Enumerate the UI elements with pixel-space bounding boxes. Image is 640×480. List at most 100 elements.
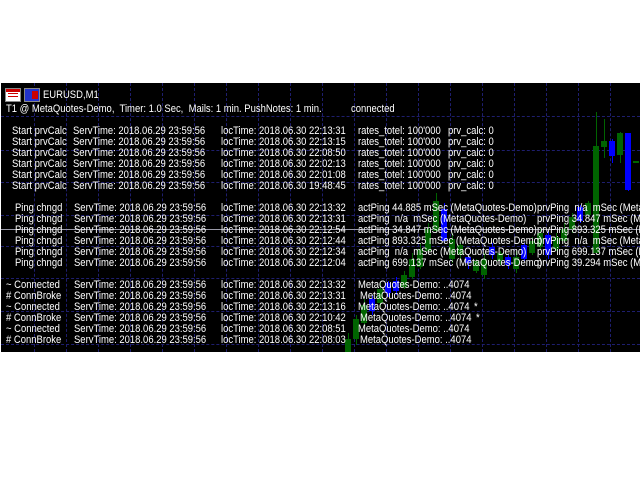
candle-body [545, 235, 551, 255]
candle-body [617, 133, 623, 155]
calc-serv: ServTime: 2018.06.29 23:59:56 [73, 136, 206, 148]
calc-label: Start prvCalc [12, 180, 67, 192]
ping-prv: prvPing n/a mSec (MetaQuotes-Demo) [537, 202, 640, 214]
conn-srv: MetaQuotes-Demo: ..4074 [358, 301, 470, 313]
ping-prv: prvPing 34.847 mSec (MetaQuotes-Demo) [537, 213, 640, 225]
conn-mark: * [474, 301, 478, 313]
grid-vline [546, 83, 547, 352]
calc-prv: prv_calc: 0 [448, 136, 494, 148]
grid-hline [1, 215, 640, 216]
ping-serv: ServTime: 2018.06.29 23:59:56 [74, 202, 207, 214]
conn-serv: ServTime: 2018.06.29 23:59:56 [74, 301, 207, 313]
ping-act: actPing 893.325 mSec (MetaQuotes-Demo) [358, 235, 543, 247]
candle-body [505, 257, 511, 265]
grid-vline [354, 83, 355, 352]
status-line: T1 @ MetaQuotes-Demo, Timer: 1.0 Sec, Ma… [6, 103, 322, 115]
calc-rates: rates_totel: 100'000 [358, 180, 441, 192]
price-chart[interactable]: EURUSD,M1 T1 @ MetaQuotes-Demo, Timer: 1… [0, 82, 640, 352]
candle-body [441, 209, 447, 241]
grid-vline [482, 83, 483, 352]
candle-body [425, 229, 431, 251]
grid-hline [1, 311, 640, 312]
grid-vline [98, 83, 99, 352]
candle-body [609, 141, 615, 156]
conn-srv: MetaQuotes-Demo: ..4074 [358, 279, 470, 291]
grid-hline [1, 150, 640, 151]
candle-body [401, 275, 407, 287]
ping-label: Ping chngd [15, 246, 63, 258]
calc-rates: rates_totel: 100'000 [358, 169, 441, 181]
calc-prv: prv_calc: 0 [448, 180, 494, 192]
grid-hline [1, 182, 640, 183]
calc-serv: ServTime: 2018.06.29 23:59:56 [73, 158, 206, 170]
grid-hline [1, 278, 640, 279]
candle-body [633, 161, 639, 163]
calc-label: Start prvCalc [12, 147, 67, 159]
calc-prv: prv_calc: 0 [448, 169, 494, 181]
conn-srv: MetaQuotes-Demo: ..4074 [360, 334, 472, 346]
ping-prv: prvPing 39.294 mSec (MetaQuotes-Demo) [537, 257, 640, 269]
candle-body [601, 141, 607, 147]
candle-body [361, 305, 367, 323]
candle-body [625, 133, 631, 190]
grid-vline [386, 83, 387, 352]
candle-body [385, 283, 391, 293]
ping-prv: prvPing 893.325 mSec (MetaQuotes-Demo) [537, 224, 640, 236]
conn-serv: ServTime: 2018.06.29 23:59:56 [74, 279, 207, 291]
conn-serv: ServTime: 2018.06.29 23:59:56 [74, 334, 207, 346]
grid-vline [514, 83, 515, 352]
window-title: EURUSD,M1 [43, 89, 99, 101]
conn-label: # ConnBroke [6, 290, 62, 302]
grid-vline [610, 83, 611, 352]
indicator-icon[interactable] [24, 88, 40, 102]
grid-vline [162, 83, 163, 352]
calc-prv: prv_calc: 0 [448, 147, 494, 159]
candle-body [465, 257, 471, 263]
ping-act: actPing 34.847 mSec (MetaQuotes-Demo) [358, 224, 537, 236]
conn-serv: ServTime: 2018.06.29 23:59:56 [74, 312, 207, 324]
calc-loc: locTime: 2018.06.30 22:08:50 [221, 147, 346, 159]
grid-vline [194, 83, 195, 352]
candle-body [585, 203, 591, 215]
calc-loc: locTime: 2018.06.30 22:13:15 [221, 136, 346, 148]
ping-loc: locTime: 2018.06.30 22:13:31 [221, 213, 346, 225]
calc-label: Start prvCalc [12, 136, 67, 148]
conn-srv: MetaQuotes-Demo: ..4074 [358, 323, 470, 335]
candle-body [369, 299, 375, 311]
grid-vline [258, 83, 259, 352]
candle-body [473, 261, 479, 271]
candle-body [593, 146, 599, 253]
grid-hline [1, 344, 640, 345]
candle-body [409, 259, 415, 277]
candle-body [521, 245, 527, 259]
calc-loc: locTime: 2018.06.30 22:02:13 [221, 158, 346, 170]
ping-serv: ServTime: 2018.06.29 23:59:56 [74, 224, 207, 236]
candle-body [353, 319, 359, 339]
calc-loc: locTime: 2018.06.30 19:48:45 [221, 180, 346, 192]
conn-loc: locTime: 2018.06.30 22:13:16 [221, 301, 346, 313]
calc-serv: ServTime: 2018.06.29 23:59:56 [73, 147, 206, 159]
candle-body [577, 207, 583, 221]
ping-serv: ServTime: 2018.06.29 23:59:56 [74, 213, 207, 225]
calc-serv: ServTime: 2018.06.29 23:59:56 [73, 180, 206, 192]
candle-body [377, 289, 383, 303]
ping-serv: ServTime: 2018.06.29 23:59:56 [74, 257, 207, 269]
ping-act: actPing 699.137 mSec (MetaQuotes-Demo) [358, 257, 543, 269]
candle-body [537, 233, 543, 247]
conn-serv: ServTime: 2018.06.29 23:59:56 [74, 290, 207, 302]
ping-label: Ping chngd [15, 213, 63, 225]
candle-body [393, 281, 399, 291]
ping-label: Ping chngd [15, 202, 63, 214]
conn-label: # ConnBroke [6, 312, 62, 324]
calc-rates: rates_totel: 100'000 [358, 158, 441, 170]
connection-state: connected [351, 103, 395, 115]
price-line [1, 229, 640, 230]
ping-loc: locTime: 2018.06.30 22:12:04 [221, 257, 346, 269]
conn-loc: locTime: 2018.06.30 22:13:31 [221, 290, 346, 302]
table-icon[interactable] [5, 88, 21, 102]
candle-body [449, 239, 455, 259]
ping-serv: ServTime: 2018.06.29 23:59:56 [74, 246, 207, 258]
calc-prv: prv_calc: 0 [448, 158, 494, 170]
grid-vline [322, 83, 323, 352]
ping-loc: locTime: 2018.06.30 22:13:32 [221, 202, 346, 214]
